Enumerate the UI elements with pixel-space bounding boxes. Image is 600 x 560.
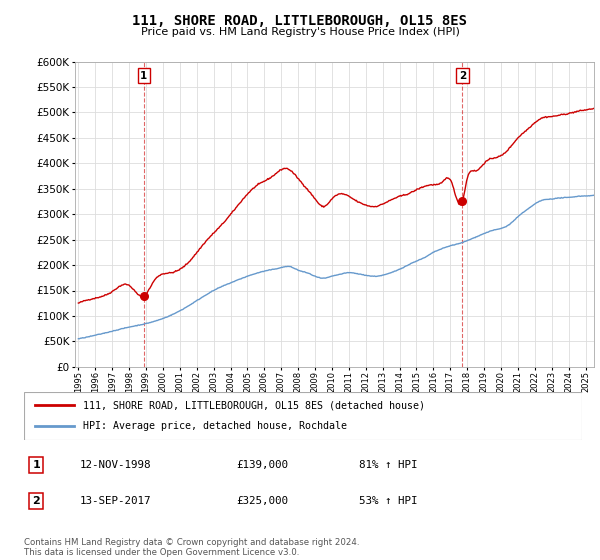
Text: 2: 2: [458, 71, 466, 81]
Text: 2: 2: [32, 496, 40, 506]
Text: 81% ↑ HPI: 81% ↑ HPI: [359, 460, 418, 470]
Text: 13-SEP-2017: 13-SEP-2017: [80, 496, 151, 506]
Text: HPI: Average price, detached house, Rochdale: HPI: Average price, detached house, Roch…: [83, 421, 347, 431]
Text: 111, SHORE ROAD, LITTLEBOROUGH, OL15 8ES (detached house): 111, SHORE ROAD, LITTLEBOROUGH, OL15 8ES…: [83, 400, 425, 410]
Text: £325,000: £325,000: [236, 496, 288, 506]
Text: Price paid vs. HM Land Registry's House Price Index (HPI): Price paid vs. HM Land Registry's House …: [140, 27, 460, 37]
Text: Contains HM Land Registry data © Crown copyright and database right 2024.
This d: Contains HM Land Registry data © Crown c…: [24, 538, 359, 557]
Text: £139,000: £139,000: [236, 460, 288, 470]
Text: 1: 1: [32, 460, 40, 470]
Text: 53% ↑ HPI: 53% ↑ HPI: [359, 496, 418, 506]
Text: 111, SHORE ROAD, LITTLEBOROUGH, OL15 8ES: 111, SHORE ROAD, LITTLEBOROUGH, OL15 8ES: [133, 14, 467, 28]
Text: 1: 1: [140, 71, 148, 81]
Text: 12-NOV-1998: 12-NOV-1998: [80, 460, 151, 470]
